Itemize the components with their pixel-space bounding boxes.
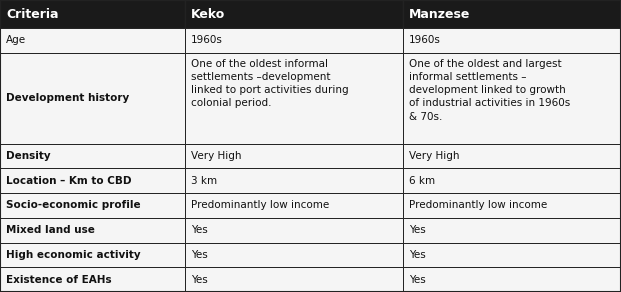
Bar: [403, 28, 621, 53]
Text: One of the oldest and largest
informal settlements –
development linked to growt: One of the oldest and largest informal s…: [409, 59, 570, 121]
Bar: [185, 0, 403, 28]
Bar: [0, 28, 185, 53]
Text: Keko: Keko: [191, 8, 225, 20]
Bar: [403, 168, 621, 193]
Bar: [185, 243, 403, 267]
Text: 1960s: 1960s: [409, 35, 441, 46]
Bar: [403, 0, 621, 28]
Bar: [185, 53, 403, 144]
Text: Predominantly low income: Predominantly low income: [191, 200, 329, 211]
Text: 1960s: 1960s: [191, 35, 223, 46]
Text: Location – Km to CBD: Location – Km to CBD: [6, 176, 132, 186]
Bar: [403, 243, 621, 267]
Text: Yes: Yes: [409, 275, 426, 285]
Text: High economic activity: High economic activity: [6, 250, 140, 260]
Bar: [403, 53, 621, 144]
Bar: [403, 267, 621, 292]
Text: Criteria: Criteria: [6, 8, 58, 20]
Bar: [0, 243, 185, 267]
Bar: [0, 168, 185, 193]
Bar: [185, 267, 403, 292]
Text: Yes: Yes: [191, 225, 208, 235]
Text: Yes: Yes: [191, 250, 208, 260]
Text: One of the oldest informal
settlements –development
linked to port activities du: One of the oldest informal settlements –…: [191, 59, 348, 108]
Text: Predominantly low income: Predominantly low income: [409, 200, 547, 211]
Bar: [185, 28, 403, 53]
Text: Yes: Yes: [191, 275, 208, 285]
Text: 6 km: 6 km: [409, 176, 435, 186]
Text: Mixed land use: Mixed land use: [6, 225, 95, 235]
Text: Yes: Yes: [409, 250, 426, 260]
Bar: [185, 193, 403, 218]
Text: 3 km: 3 km: [191, 176, 217, 186]
Text: Socio-economic profile: Socio-economic profile: [6, 200, 140, 211]
Bar: [0, 193, 185, 218]
Text: Manzese: Manzese: [409, 8, 470, 20]
Bar: [0, 218, 185, 243]
Text: Very High: Very High: [409, 151, 460, 161]
Bar: [403, 218, 621, 243]
Bar: [0, 267, 185, 292]
Text: Existence of EAHs: Existence of EAHs: [6, 275, 112, 285]
Bar: [0, 53, 185, 144]
Text: Age: Age: [6, 35, 26, 46]
Bar: [403, 144, 621, 168]
Text: Very High: Very High: [191, 151, 242, 161]
Bar: [403, 193, 621, 218]
Text: Development history: Development history: [6, 93, 129, 103]
Bar: [185, 168, 403, 193]
Bar: [0, 144, 185, 168]
Text: Density: Density: [6, 151, 51, 161]
Bar: [0, 0, 185, 28]
Bar: [185, 144, 403, 168]
Text: Yes: Yes: [409, 225, 426, 235]
Bar: [185, 218, 403, 243]
